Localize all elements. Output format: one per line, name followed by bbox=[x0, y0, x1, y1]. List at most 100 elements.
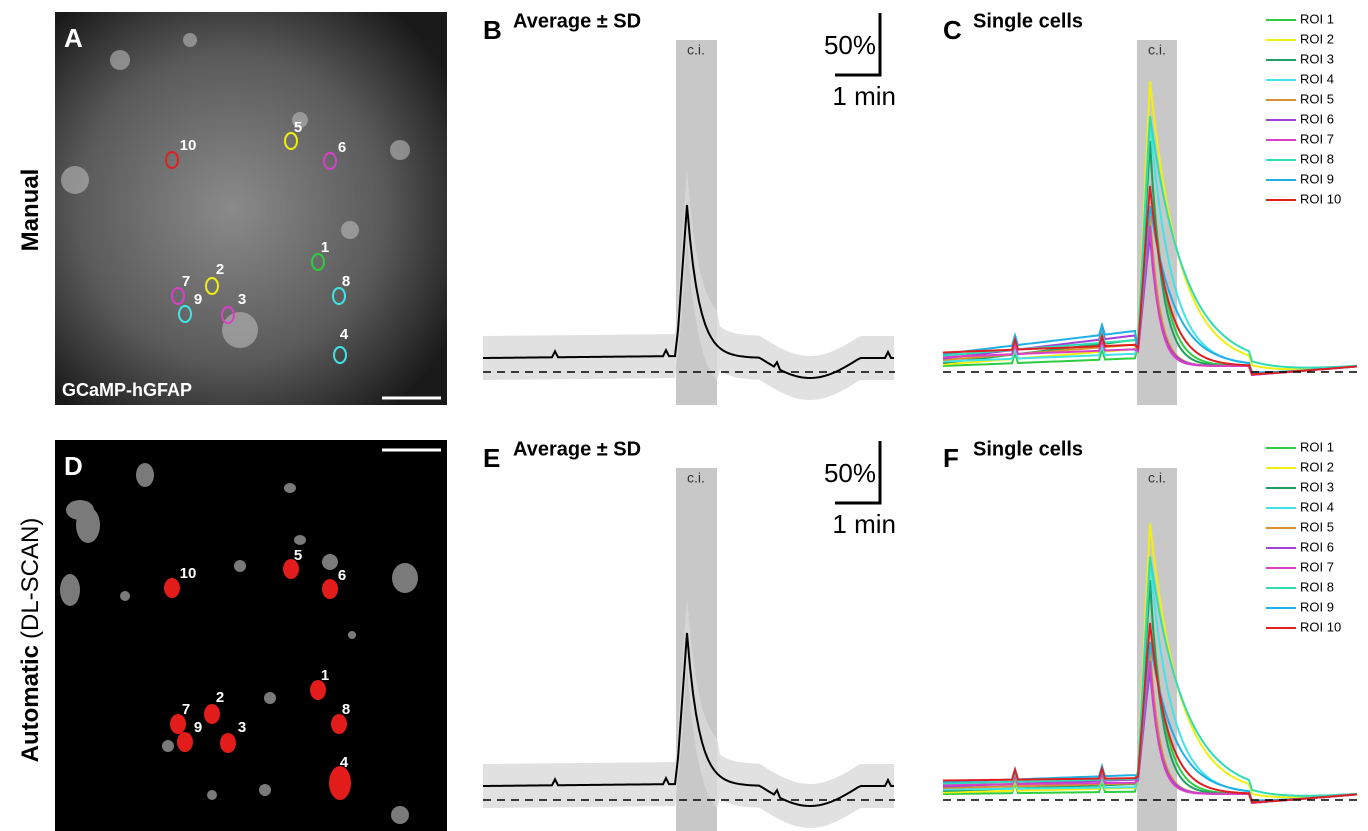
cell-trace bbox=[942, 622, 1358, 804]
roi-mask bbox=[329, 766, 351, 800]
cell-blob bbox=[341, 221, 359, 239]
panel-letter: C bbox=[943, 15, 962, 45]
scale-label: 50% bbox=[824, 30, 876, 60]
roi-mask bbox=[310, 680, 326, 700]
roi-outline bbox=[221, 306, 235, 324]
roi-number: 8 bbox=[342, 273, 350, 290]
roi-outline bbox=[165, 151, 179, 169]
legend-label: ROI 10 bbox=[1300, 191, 1341, 206]
segmentation-map bbox=[55, 440, 447, 831]
roi-number: 6 bbox=[338, 567, 346, 584]
roi-number: 5 bbox=[294, 547, 302, 564]
roi-mask bbox=[164, 578, 180, 598]
roi-outline bbox=[323, 152, 337, 170]
panel-letter: B bbox=[483, 15, 502, 45]
roi-mask bbox=[177, 732, 193, 752]
roi-number: 10 bbox=[180, 137, 197, 154]
roi-number: 10 bbox=[180, 565, 197, 582]
roi-mask bbox=[331, 714, 347, 734]
panel-title: Single cells bbox=[973, 438, 1083, 460]
panel-letter: D bbox=[64, 451, 83, 481]
scale-label: 1 min bbox=[832, 509, 896, 539]
row-label-part: (DL-SCAN) bbox=[17, 518, 44, 639]
cell-blob bbox=[284, 483, 296, 493]
cell-blob bbox=[264, 692, 276, 704]
roi-outline bbox=[205, 277, 219, 295]
cell-blob bbox=[136, 463, 154, 487]
cell-blob bbox=[348, 631, 356, 639]
scale-label: 1 min bbox=[832, 81, 896, 111]
cell-blob bbox=[60, 574, 80, 606]
cell-blob bbox=[61, 166, 89, 194]
legend-label: ROI 5 bbox=[1300, 91, 1334, 106]
legend-label: ROI 5 bbox=[1300, 519, 1334, 534]
cell-blob bbox=[390, 140, 410, 160]
cell-blob bbox=[110, 50, 130, 70]
legend-label: ROI 8 bbox=[1300, 579, 1334, 594]
legend-label: ROI 9 bbox=[1300, 599, 1334, 614]
cell-blob bbox=[183, 33, 197, 47]
roi-number: 5 bbox=[294, 119, 302, 136]
roi-outline bbox=[311, 253, 325, 271]
legend-label: ROI 6 bbox=[1300, 111, 1334, 126]
cell-trace bbox=[942, 556, 1358, 797]
cell-trace bbox=[942, 185, 1358, 376]
image-caption: GCaMP-hGFAP bbox=[62, 380, 192, 400]
row-label: Manual bbox=[17, 169, 44, 252]
cell-blob bbox=[76, 507, 100, 543]
roi-number: 3 bbox=[238, 291, 246, 308]
stimulus-label: c.i. bbox=[687, 42, 705, 58]
cell-blob bbox=[391, 806, 409, 824]
stimulus-label: c.i. bbox=[1148, 470, 1166, 486]
legend-label: ROI 4 bbox=[1300, 71, 1334, 86]
cell-blob bbox=[259, 784, 271, 796]
legend-label: ROI 3 bbox=[1300, 51, 1334, 66]
stimulus-label: c.i. bbox=[687, 470, 705, 486]
sd-band bbox=[483, 170, 894, 400]
legend-label: ROI 2 bbox=[1300, 31, 1334, 46]
cell-blob bbox=[234, 560, 246, 572]
roi-number: 9 bbox=[194, 719, 202, 736]
roi-outline bbox=[333, 346, 347, 364]
panel-title: Average ± SD bbox=[513, 10, 641, 32]
scale-label: 50% bbox=[824, 458, 876, 488]
average-trace bbox=[482, 204, 894, 380]
roi-outline bbox=[178, 305, 192, 323]
legend-label: ROI 2 bbox=[1300, 459, 1334, 474]
cell-blob bbox=[222, 312, 258, 348]
cell-blob bbox=[162, 740, 174, 752]
row-label: Automatic (DL-SCAN) bbox=[17, 518, 44, 763]
roi-number: 9 bbox=[194, 291, 202, 308]
legend-label: ROI 8 bbox=[1300, 151, 1334, 166]
roi-mask bbox=[170, 714, 186, 734]
scale-bar bbox=[835, 13, 882, 77]
stimulus-label: c.i. bbox=[1148, 42, 1166, 58]
roi-number: 8 bbox=[342, 701, 350, 718]
roi-number: 7 bbox=[182, 273, 190, 290]
panel-letter: A bbox=[64, 23, 83, 53]
row-label-part: Automatic bbox=[17, 645, 44, 762]
legend-label: ROI 7 bbox=[1300, 131, 1334, 146]
cell-blob bbox=[322, 554, 338, 570]
panel-title: Average ± SD bbox=[513, 438, 641, 460]
legend-label: ROI 10 bbox=[1300, 619, 1341, 634]
cell-blob bbox=[207, 790, 217, 800]
roi-mask bbox=[283, 559, 299, 579]
roi-number: 1 bbox=[321, 667, 329, 684]
cell-blob bbox=[120, 591, 130, 601]
row-label-part: Manual bbox=[17, 169, 44, 252]
roi-mask bbox=[220, 733, 236, 753]
roi-number: 3 bbox=[238, 719, 246, 736]
roi-number: 4 bbox=[340, 754, 349, 771]
legend-label: ROI 7 bbox=[1300, 559, 1334, 574]
roi-outline bbox=[284, 132, 298, 150]
roi-outline bbox=[332, 287, 346, 305]
roi-outline bbox=[171, 287, 185, 305]
cell-trace bbox=[942, 523, 1358, 799]
panel-title: Single cells bbox=[973, 10, 1083, 32]
cell-blob bbox=[294, 535, 306, 545]
scale-bar bbox=[835, 441, 882, 505]
average-trace bbox=[482, 632, 894, 808]
roi-number: 6 bbox=[338, 139, 346, 156]
